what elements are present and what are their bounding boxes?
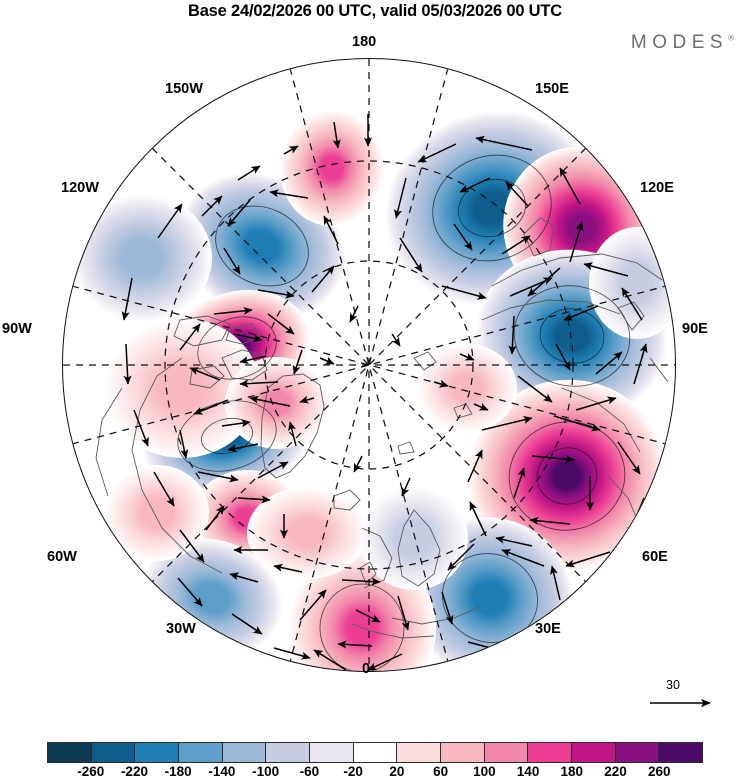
colorbar-cell [659, 743, 703, 762]
lon-label-60w: 60W [47, 549, 77, 565]
colorbar-tick: 180 [560, 764, 584, 779]
colorbar-tick: -100 [252, 764, 280, 779]
anomaly-high [247, 487, 367, 579]
anomaly-high [104, 318, 260, 458]
vector-scale-arrow-icon [650, 698, 711, 708]
wind-vector-scale: 30 [648, 678, 734, 718]
colorbar-swatches [47, 742, 703, 763]
colorbar-cell [48, 743, 92, 762]
lon-label-60e: 60E [642, 549, 668, 565]
lon-label-180: 180 [352, 34, 377, 50]
map-disc [62, 58, 676, 672]
colorbar-tick: -140 [208, 764, 236, 779]
modes-logo: MODES® [631, 32, 734, 54]
colorbar: -260 -220 -180 -140 -100 -60 -20 20 60 100 140 180 2… [47, 742, 703, 782]
page-title: Base 24/02/2026 00 UTC, valid 05/03/2026… [187, 2, 562, 20]
colorbar-tick: 20 [389, 764, 405, 779]
colorbar-tick: -60 [299, 764, 320, 779]
colorbar-cell [441, 743, 485, 762]
colorbar-cell [397, 743, 442, 762]
brand-name: MODES [630, 32, 729, 53]
coastlines [95, 217, 669, 639]
lon-label-90e: 90E [682, 321, 708, 337]
colorbar-cell [222, 743, 267, 762]
lon-label-30w: 30W [166, 621, 196, 637]
colorbar-tick: 260 [648, 764, 671, 779]
colorbar-cell [310, 743, 354, 762]
colorbar-cell [266, 743, 311, 762]
lon-label-120w: 120W [61, 180, 99, 196]
anomaly-high [417, 344, 517, 432]
colorbar-cell [572, 743, 616, 762]
colorbar-cell [353, 743, 398, 762]
colorbar-tick: -260 [77, 764, 105, 779]
colorbar-tick: 100 [473, 764, 496, 779]
lon-label-90w: 90W [2, 321, 32, 337]
colorbar-tick: -20 [343, 764, 363, 779]
colorbar-cell [135, 743, 180, 762]
lon-label-30e: 30E [535, 621, 561, 637]
colorbar-cell [615, 743, 660, 762]
anomaly-low [360, 486, 468, 590]
brand-superscript: ® [728, 33, 734, 43]
colorbar-tick: 60 [433, 764, 449, 779]
colorbar-tick: 220 [604, 764, 627, 779]
polar-map: 180 150W 150E 120W 120E 90W 90E 60W 60E … [2, 34, 708, 677]
anomaly-low [72, 194, 212, 322]
anomaly-field [63, 59, 675, 671]
lon-label-120e: 120E [640, 180, 674, 196]
colorbar-tick-labels: -260 -220 -180 -140 -100 -60 -20 20 60 100 140 180 2… [47, 764, 703, 782]
colorbar-tick: -220 [120, 764, 148, 779]
lon-label-150w: 150W [165, 81, 203, 97]
colorbar-cell [91, 743, 136, 762]
map-svg [63, 59, 675, 671]
lon-label-150e: 150E [535, 81, 569, 97]
vector-scale-value: 30 [666, 678, 680, 692]
anomaly-high [105, 465, 209, 561]
colorbar-cell [484, 743, 529, 762]
colorbar-tick: -180 [164, 764, 192, 779]
colorbar-cell [528, 743, 573, 762]
lon-label-0: 0 [362, 661, 371, 677]
colorbar-cell [179, 743, 223, 762]
colorbar-tick: 140 [516, 764, 540, 779]
